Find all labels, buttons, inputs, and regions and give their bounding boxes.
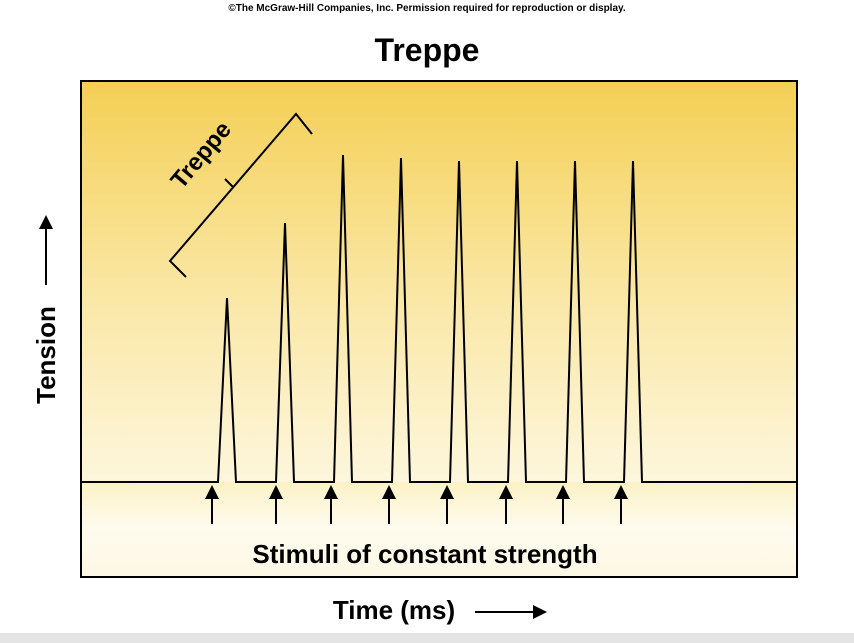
- x-axis-label: Time (ms): [333, 595, 455, 625]
- plot-lower: [81, 482, 797, 577]
- tension-trace: [81, 154, 797, 483]
- treppe-bracket: [168, 112, 313, 278]
- plot-upper: [81, 81, 797, 482]
- bottom-bar: [0, 633, 854, 643]
- title: Treppe: [375, 32, 480, 68]
- stimuli-label: Stimuli of constant strength: [252, 539, 597, 569]
- copyright: ©The McGraw-Hill Companies, Inc. Permiss…: [228, 3, 625, 14]
- stimulus-arrows: [205, 485, 628, 524]
- y-axis-label: Tension: [31, 306, 61, 404]
- plot-frame: [80, 80, 798, 578]
